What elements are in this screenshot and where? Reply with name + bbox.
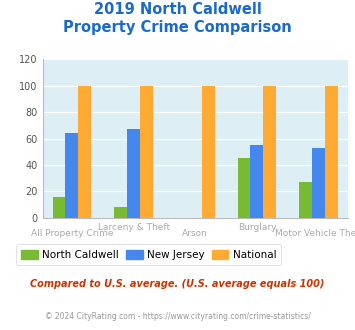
Bar	[250, 145, 263, 218]
Text: Compared to U.S. average. (U.S. average equals 100): Compared to U.S. average. (U.S. average …	[30, 279, 325, 289]
Bar	[312, 148, 325, 218]
Text: Burglary: Burglary	[237, 223, 276, 232]
Bar	[299, 182, 312, 218]
Bar	[325, 86, 338, 218]
Text: © 2024 CityRating.com - https://www.cityrating.com/crime-statistics/: © 2024 CityRating.com - https://www.city…	[45, 312, 310, 321]
Text: Motor Vehicle Theft: Motor Vehicle Theft	[274, 229, 355, 238]
Bar	[263, 86, 276, 218]
Text: 2019 North Caldwell: 2019 North Caldwell	[94, 2, 261, 16]
Bar	[114, 207, 127, 218]
Text: All Property Crime: All Property Crime	[31, 229, 113, 238]
Text: Larceny & Theft: Larceny & Theft	[98, 223, 170, 232]
Bar	[237, 158, 250, 218]
Text: Arson: Arson	[182, 229, 208, 238]
Legend: North Caldwell, New Jersey, National: North Caldwell, New Jersey, National	[16, 245, 282, 265]
Bar	[140, 86, 153, 218]
Bar	[78, 86, 91, 218]
Bar	[53, 197, 65, 218]
Bar	[66, 133, 78, 218]
Text: Property Crime Comparison: Property Crime Comparison	[63, 20, 292, 35]
Bar	[127, 129, 140, 218]
Bar	[202, 86, 215, 218]
